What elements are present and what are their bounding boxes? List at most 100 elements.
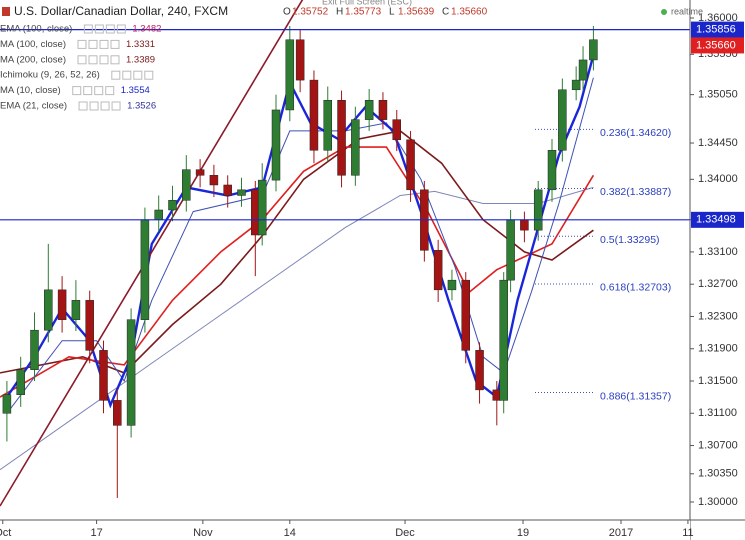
fib-label: 0.5(1.33295) — [600, 234, 660, 246]
candle-body — [558, 89, 567, 151]
candle-body — [140, 219, 150, 320]
indicator-button[interactable] — [77, 39, 87, 49]
indicator-button[interactable] — [89, 101, 99, 111]
indicator-button[interactable] — [122, 70, 132, 80]
candle-body — [364, 100, 374, 120]
indicator-value: 1.3389 — [126, 54, 155, 65]
indicator-line — [0, 0, 304, 507]
candle-body — [154, 209, 163, 220]
indicator-button[interactable] — [110, 39, 120, 49]
y-tick-label: 1.30350 — [698, 468, 738, 480]
indicator-button[interactable] — [116, 24, 126, 34]
indicator-value: 1.3554 — [121, 85, 150, 96]
candle-body — [182, 169, 191, 201]
y-tick-label: 1.30000 — [698, 496, 738, 508]
indicator-button[interactable] — [110, 55, 120, 65]
candle-body — [168, 200, 177, 211]
indicator-button[interactable] — [111, 101, 121, 111]
y-tick-label: 1.33100 — [698, 246, 738, 258]
indicator-value: 1.3331 — [126, 39, 155, 50]
indicator-name[interactable]: EMA (21, close) — [0, 101, 67, 112]
status: realtime — [671, 6, 703, 16]
ohlc-key: L — [389, 7, 395, 18]
price-badge-label: 1.33498 — [696, 214, 736, 226]
candle-body — [57, 289, 67, 320]
indicator-value: 1.3526 — [127, 101, 156, 112]
indicator-button[interactable] — [99, 55, 109, 65]
price-badge — [691, 21, 744, 38]
indicator-name[interactable]: Ichimoku (9, 26, 52, 26) — [0, 70, 100, 81]
candle-body — [71, 300, 81, 320]
candle-body — [223, 184, 232, 196]
candle-body — [337, 100, 346, 176]
candle-body — [2, 394, 12, 414]
indicator-button[interactable] — [88, 55, 98, 65]
indicator-button[interactable] — [144, 70, 154, 80]
indicator-button[interactable] — [105, 86, 115, 96]
candle-body — [475, 350, 484, 391]
candle-body — [209, 175, 219, 186]
indicator-button[interactable] — [83, 24, 93, 34]
candle-body — [499, 279, 508, 401]
indicator-name[interactable]: MA (200, close) — [0, 54, 66, 65]
candle-body — [571, 79, 581, 91]
x-tick-label: 19 — [517, 527, 529, 539]
candle-body — [578, 59, 588, 81]
indicator-button[interactable] — [88, 39, 98, 49]
indicator-button[interactable] — [105, 24, 115, 34]
indicator-button[interactable] — [111, 70, 121, 80]
candle-body — [16, 369, 25, 395]
indicator-button[interactable] — [72, 86, 82, 96]
indicator-line — [0, 186, 594, 471]
y-tick-label: 1.32700 — [698, 278, 738, 290]
status-dot — [661, 9, 667, 15]
chart-title: U.S. Dollar/Canadian Dollar, 240, FXCM — [14, 4, 228, 18]
candle-body — [285, 39, 295, 111]
candle-body — [378, 100, 388, 120]
x-tick-label: Oct — [0, 527, 11, 539]
indicator-button[interactable] — [83, 86, 93, 96]
y-tick-label: 1.36000 — [698, 12, 738, 24]
fib-label: 0.618(1.32703) — [600, 282, 671, 294]
indicator-value: 1.3482 — [132, 24, 161, 35]
candle-body — [406, 139, 415, 191]
candle-body — [30, 329, 39, 370]
indicator-name[interactable]: EMA (100, close) — [0, 24, 72, 35]
candle-body — [44, 289, 53, 331]
y-tick-label: 1.34000 — [698, 173, 738, 185]
indicator-name[interactable]: MA (10, close) — [0, 85, 61, 96]
price-badge-label: 1.35660 — [696, 39, 736, 51]
time-axis-bg — [0, 520, 690, 540]
candle-body — [433, 250, 443, 291]
indicator-button[interactable] — [99, 39, 109, 49]
y-tick-label: 1.30700 — [698, 439, 738, 451]
candle-body — [447, 279, 457, 291]
x-tick-label: 14 — [284, 527, 296, 539]
indicator-button[interactable] — [94, 86, 104, 96]
indicator-button[interactable] — [78, 101, 88, 111]
indicator-button[interactable] — [94, 24, 104, 34]
price-badge — [691, 37, 744, 54]
y-tick-label: 1.31900 — [698, 343, 738, 355]
candle-body — [589, 39, 598, 61]
candle-body — [271, 109, 281, 181]
indicator-name[interactable]: MA (100, close) — [0, 39, 66, 50]
candle-body — [506, 219, 515, 281]
indicator-button[interactable] — [100, 101, 110, 111]
price-badge-label: 1.35856 — [696, 24, 736, 36]
price-axis-bg — [690, 0, 745, 540]
x-tick-label: Dec — [395, 527, 415, 539]
candle-body — [520, 219, 529, 231]
indicator-button[interactable] — [77, 55, 87, 65]
y-tick-label: 1.35050 — [698, 89, 738, 101]
indicator-button[interactable] — [133, 70, 143, 80]
candle-body — [309, 79, 319, 151]
candle-body — [351, 119, 360, 176]
candle-body — [392, 119, 401, 141]
y-tick-label: 1.31100 — [698, 407, 737, 419]
fib-label: 0.236(1.34620) — [600, 127, 671, 139]
symbol-icon — [2, 7, 10, 16]
fib-label: 0.886(1.31357) — [600, 390, 671, 402]
